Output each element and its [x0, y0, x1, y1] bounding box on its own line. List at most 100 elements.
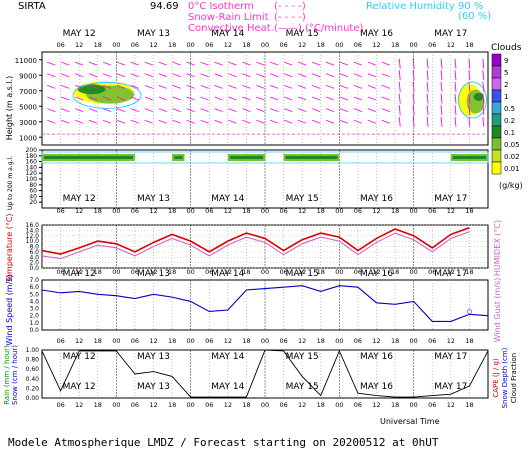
legend-humidity-label: Relative Humidity [366, 1, 455, 12]
wind-arrow [200, 119, 209, 124]
hour-tick-label: 00 [261, 337, 269, 345]
wind-arrow [270, 61, 279, 66]
hour-tick-label: 18 [391, 401, 399, 409]
precip-ytick-label: 1.00 [26, 347, 40, 354]
wind-arrow [256, 96, 265, 101]
day-label: MAY 15 [286, 352, 319, 362]
colorbar-label: 0.02 [504, 153, 520, 161]
cloudfraction-ylabel: Cloud Fraction [510, 353, 518, 403]
wind-arrow [172, 73, 181, 78]
day-label: MAY 15 [286, 382, 319, 392]
wind-arrow [412, 70, 415, 81]
hour-tick-label: 06 [279, 207, 287, 215]
hour-tick-label: 06 [205, 268, 213, 276]
hour-tick-label: 12 [447, 207, 455, 215]
wind-arrow [172, 119, 181, 124]
wind-arrow [325, 73, 335, 78]
cape-ylabel: CAPE (J / g) [492, 358, 500, 398]
wind-arrow [454, 93, 457, 104]
wind-arrow [412, 93, 415, 104]
precip-ytick-label: 0.00 [26, 395, 40, 402]
day-label: MAY 15 [286, 29, 319, 39]
lowlevel-ytick-label: 20 [29, 199, 37, 206]
hour-tick-label: 12 [298, 41, 306, 49]
hour-tick-label: 18 [391, 207, 399, 215]
wind-arrow [228, 73, 237, 78]
hour-tick-label: 06 [279, 401, 287, 409]
colorbar-swatch [491, 89, 502, 103]
wind-arrow [339, 119, 349, 124]
wind-arrow [256, 84, 265, 89]
wind-arrow [270, 119, 279, 124]
hour-tick-label: 12 [372, 268, 380, 276]
hour-tick-label: 06 [131, 337, 139, 345]
wind-ylabel: Wind Speed (m/s) [5, 274, 14, 345]
hour-tick-label: 12 [298, 401, 306, 409]
hour-tick-label: 12 [75, 401, 83, 409]
day-label: MAY 16 [360, 382, 393, 392]
snow-ylabel: Snow (cm / hour) [11, 345, 19, 405]
wind-arrow [468, 70, 471, 81]
wind-arrow [88, 61, 98, 66]
hour-tick-label: 12 [224, 268, 232, 276]
temp-ytick-label: 12.0 [26, 233, 40, 240]
wind-arrow [186, 84, 195, 89]
wind-ytick-label: 1.0 [29, 320, 39, 327]
wind-arrow [102, 96, 112, 101]
wind-arrow [339, 73, 349, 78]
hour-tick-label: 06 [354, 401, 362, 409]
wind-arrow [186, 119, 195, 124]
hour-tick-label: 18 [242, 41, 250, 49]
hour-tick-label: 00 [410, 207, 418, 215]
snowdepth-ylabel: Snow Depth (cm) [501, 347, 509, 408]
hour-tick-label: 18 [317, 268, 325, 276]
hour-tick-label: 00 [335, 207, 343, 215]
hour-tick-label: 00 [112, 268, 120, 276]
hour-tick-label: 00 [335, 41, 343, 49]
wind-arrow [298, 108, 307, 113]
wind-arrow [116, 119, 126, 124]
wind-arrow [482, 70, 485, 81]
legend-snow-label: Snow-Rain Limit [188, 12, 269, 23]
wind-arrow [454, 70, 457, 81]
wind-arrow [102, 119, 112, 124]
hour-tick-label: 18 [391, 41, 399, 49]
legend-convective-sample: (——) (°C/minute) [274, 23, 364, 34]
hour-tick-label: 00 [335, 337, 343, 345]
wind-arrow [367, 61, 377, 66]
hour-tick-label: 12 [224, 207, 232, 215]
wind-arrow [47, 73, 56, 78]
wind-arrow [102, 61, 112, 66]
wind-arrow [381, 73, 390, 78]
hour-tick-label: 18 [317, 337, 325, 345]
hour-tick-label: 00 [187, 41, 195, 49]
wind-arrow [353, 73, 363, 78]
wind-arrow [367, 73, 377, 78]
wind-arrow [158, 61, 167, 66]
wind-arrow [88, 108, 98, 113]
hour-tick-label: 18 [242, 268, 250, 276]
wind-arrow [88, 84, 98, 89]
hour-tick-label: 12 [372, 401, 380, 409]
wind-arrow [256, 119, 265, 124]
wind-arrow [311, 119, 321, 124]
wind-arrow [228, 61, 237, 66]
wind-arrow [88, 119, 98, 124]
wind-arrow [325, 61, 335, 66]
wind-arrow [270, 84, 279, 89]
wind-arrow [172, 61, 181, 66]
day-label: MAY 16 [360, 194, 393, 204]
wind-arrow [242, 61, 251, 66]
wind-arrow [398, 93, 401, 104]
day-label: MAY 16 [360, 269, 393, 279]
lowlevel-ytick-label: 180 [26, 153, 38, 160]
colorbar-label: 9 [504, 57, 508, 65]
station-name: SIRTA [18, 1, 46, 12]
day-label: MAY 12 [63, 194, 96, 204]
day-label: MAY 12 [63, 269, 96, 279]
wind-arrow [130, 108, 140, 113]
wind-arrow [116, 84, 126, 89]
wind-arrow [200, 108, 209, 113]
wind-arrow [214, 119, 223, 124]
wind-arrow [88, 73, 98, 78]
